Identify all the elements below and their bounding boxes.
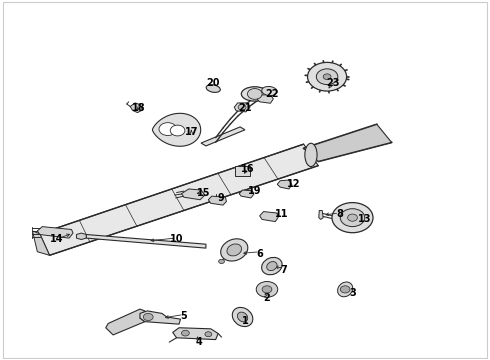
Text: 3: 3: [349, 288, 356, 298]
Text: 11: 11: [275, 209, 289, 219]
Polygon shape: [86, 234, 206, 248]
Text: 21: 21: [238, 103, 252, 113]
Polygon shape: [76, 233, 86, 239]
Circle shape: [181, 330, 189, 336]
Text: 13: 13: [358, 215, 371, 224]
Circle shape: [144, 314, 153, 320]
Ellipse shape: [262, 257, 282, 275]
Text: 16: 16: [241, 164, 254, 174]
Text: 12: 12: [287, 179, 300, 189]
Text: 19: 19: [248, 186, 262, 196]
Polygon shape: [260, 212, 278, 222]
Text: 4: 4: [195, 337, 202, 347]
Polygon shape: [40, 144, 318, 255]
Polygon shape: [152, 113, 201, 146]
Ellipse shape: [267, 262, 277, 271]
Ellipse shape: [305, 143, 317, 167]
Circle shape: [308, 62, 346, 91]
Circle shape: [205, 332, 212, 337]
Ellipse shape: [338, 282, 353, 297]
Text: 10: 10: [170, 234, 183, 244]
Polygon shape: [181, 189, 205, 200]
Text: 6: 6: [256, 248, 263, 258]
Circle shape: [332, 203, 373, 233]
Text: 15: 15: [196, 188, 210, 198]
Ellipse shape: [227, 244, 242, 256]
Polygon shape: [32, 231, 49, 255]
Polygon shape: [106, 309, 145, 335]
Circle shape: [247, 89, 262, 99]
Polygon shape: [257, 95, 273, 103]
Polygon shape: [304, 125, 392, 161]
Text: 20: 20: [206, 78, 220, 88]
Text: 9: 9: [217, 193, 224, 203]
Ellipse shape: [232, 307, 253, 327]
Text: 18: 18: [132, 103, 146, 113]
Polygon shape: [239, 190, 254, 198]
Circle shape: [323, 74, 331, 80]
Text: 14: 14: [50, 234, 64, 244]
Polygon shape: [140, 311, 180, 324]
Polygon shape: [130, 103, 143, 113]
Ellipse shape: [237, 312, 248, 322]
Circle shape: [340, 209, 365, 226]
Polygon shape: [201, 127, 245, 146]
Ellipse shape: [242, 87, 268, 101]
Polygon shape: [319, 211, 323, 220]
Text: 8: 8: [337, 209, 343, 219]
Circle shape: [262, 286, 272, 293]
Circle shape: [256, 282, 278, 297]
Text: 2: 2: [264, 293, 270, 303]
Circle shape: [238, 104, 246, 110]
Text: 22: 22: [265, 89, 279, 99]
FancyBboxPatch shape: [235, 166, 250, 176]
Polygon shape: [208, 196, 226, 205]
Polygon shape: [172, 328, 218, 339]
Circle shape: [317, 69, 338, 85]
Ellipse shape: [206, 85, 220, 93]
Polygon shape: [37, 226, 73, 238]
Circle shape: [219, 259, 224, 264]
Circle shape: [159, 123, 176, 135]
Polygon shape: [277, 180, 292, 189]
Text: 23: 23: [326, 78, 340, 88]
Text: 1: 1: [242, 316, 248, 325]
Polygon shape: [234, 103, 250, 112]
Ellipse shape: [220, 239, 248, 261]
Circle shape: [170, 125, 185, 136]
Circle shape: [340, 286, 350, 293]
Circle shape: [347, 214, 357, 221]
Ellipse shape: [262, 86, 277, 96]
Text: 5: 5: [180, 311, 187, 321]
Text: 17: 17: [185, 127, 198, 136]
Text: 7: 7: [281, 265, 288, 275]
